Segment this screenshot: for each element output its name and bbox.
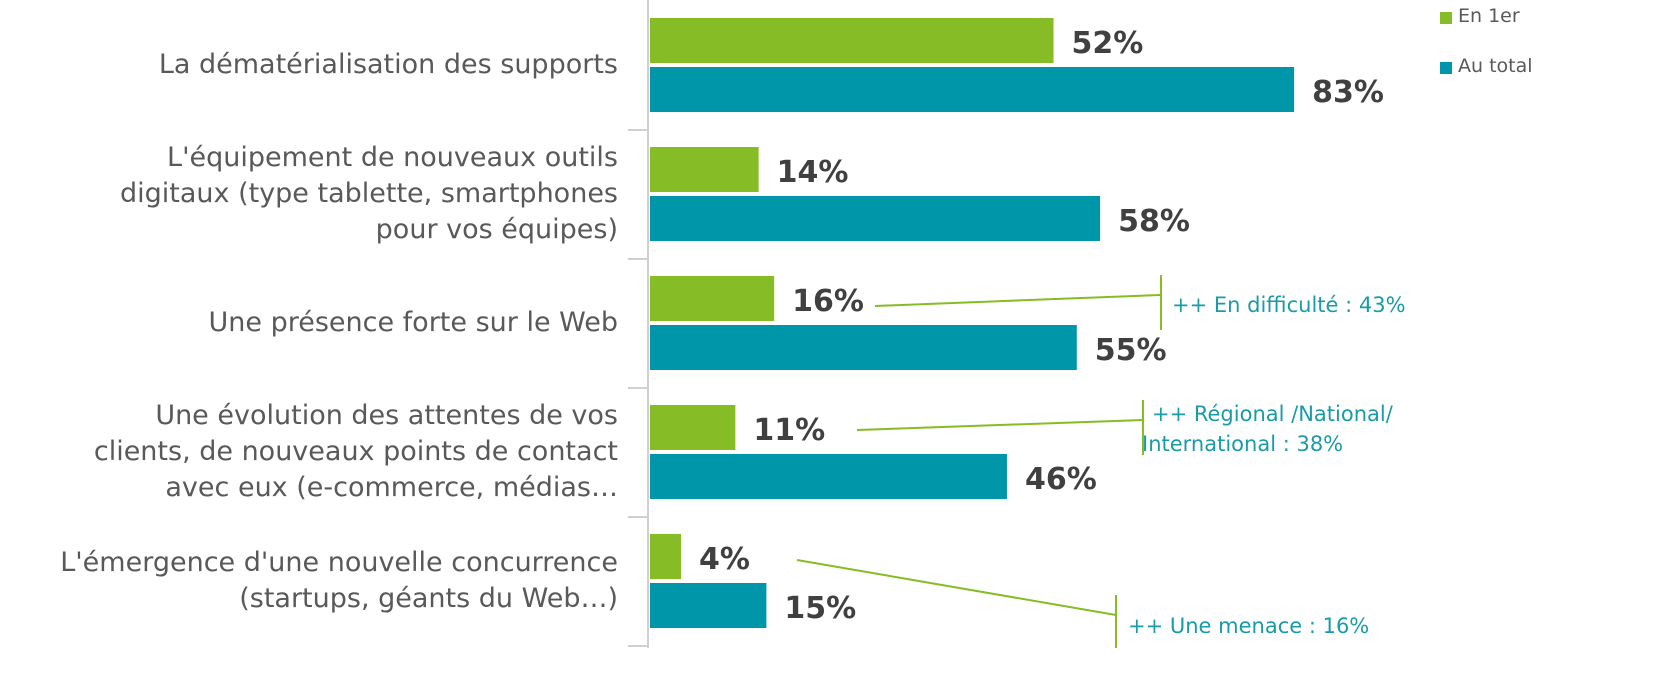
annotation-connector (796, 559, 1117, 616)
bar (650, 405, 736, 450)
category-label: La dématérialisation des supports (158, 49, 618, 80)
value-label: 16% (792, 284, 864, 319)
value-label: 11% (753, 413, 825, 448)
bar (650, 534, 682, 579)
bar (650, 325, 1077, 370)
bar (650, 147, 759, 192)
value-label: 14% (777, 155, 849, 190)
value-label: 4% (699, 542, 750, 577)
annotation: ++ Une menace : 16% (1128, 614, 1370, 638)
annotation: ++ Régional /National/ International : 3… (1142, 402, 1393, 456)
bar (650, 583, 767, 628)
legend-swatch (1440, 12, 1452, 24)
bar (650, 196, 1101, 241)
annotation-connector (856, 419, 1144, 431)
category-label: L'équipement de nouveaux outils digitaux… (119, 142, 618, 245)
annotation: ++ En difficulté : 43% (1172, 293, 1406, 317)
bar (650, 454, 1007, 499)
value-label: 83% (1312, 75, 1384, 110)
category-label: Une présence forte sur le Web (208, 307, 618, 338)
bar (650, 276, 775, 321)
bar (650, 67, 1295, 112)
value-label: 58% (1118, 204, 1190, 239)
legend-label: En 1er (1458, 5, 1520, 27)
bar (650, 18, 1054, 63)
value-label: 15% (784, 591, 856, 626)
category-label: L'émergence d'une nouvelle concurrence (… (60, 547, 618, 614)
value-label: 55% (1095, 333, 1167, 368)
annotation-connector (874, 294, 1161, 307)
category-label: Une évolution des attentes de vos client… (93, 400, 618, 503)
value-label: 52% (1072, 26, 1144, 61)
legend-label: Au total (1458, 55, 1533, 77)
legend-swatch (1440, 62, 1452, 74)
value-label: 46% (1025, 462, 1097, 497)
